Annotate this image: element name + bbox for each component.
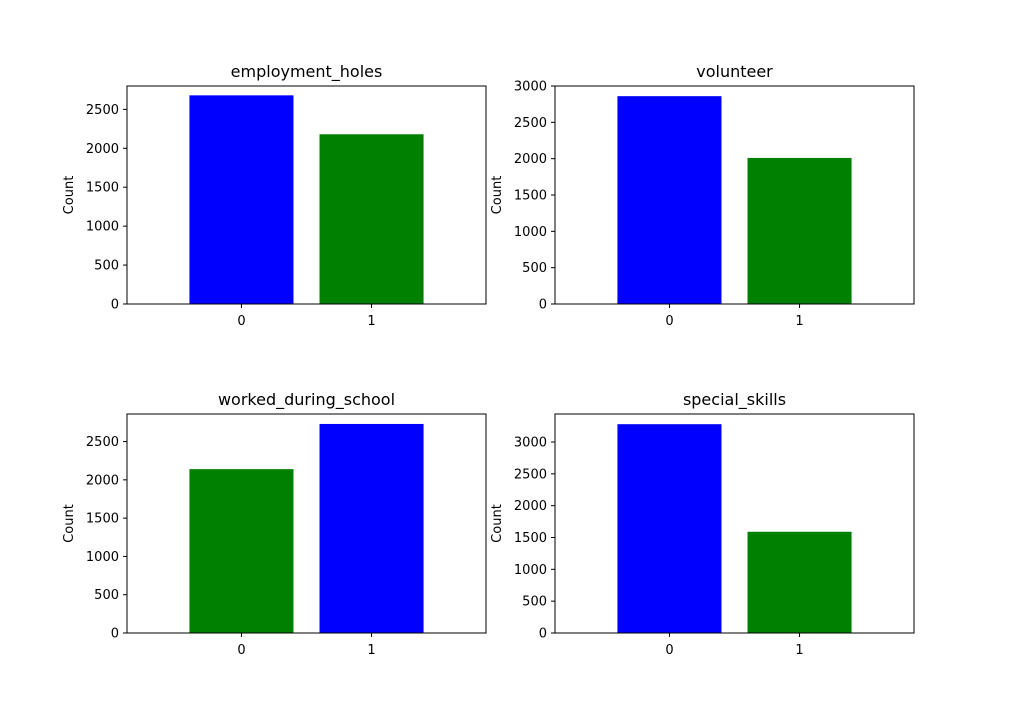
y-tick-label: 1000 bbox=[86, 550, 119, 565]
plot-frame bbox=[126, 413, 487, 634]
y-tick-label: 2000 bbox=[514, 499, 547, 514]
bar-0 bbox=[617, 424, 722, 633]
bar-1 bbox=[747, 531, 852, 633]
y-axis-label: Count bbox=[490, 176, 505, 215]
y-tick-label: 3000 bbox=[514, 436, 547, 451]
y-tick-label: 1500 bbox=[514, 189, 547, 204]
y-tick-label: 0 bbox=[539, 627, 547, 642]
y-tick-label: 2500 bbox=[86, 103, 119, 118]
y-tick-label: 3000 bbox=[514, 80, 547, 95]
y-tick-label: 500 bbox=[522, 261, 547, 276]
y-tick-label: 2000 bbox=[86, 473, 119, 488]
plot-frame bbox=[126, 85, 487, 305]
chart-title: worked_during_school bbox=[218, 390, 395, 410]
chart-panel-volunteer: 0 500 1000 1500 2000 2500 3000 0 1 volunteer Count bbox=[490, 62, 915, 329]
bar-1 bbox=[747, 157, 852, 304]
plot-frame bbox=[554, 85, 915, 305]
y-tick-label: 1500 bbox=[514, 531, 547, 546]
bar-0 bbox=[189, 469, 294, 633]
y-tick-label: 2500 bbox=[514, 467, 547, 482]
x-tick-label: 1 bbox=[795, 314, 803, 329]
y-tick-label: 1000 bbox=[514, 225, 547, 240]
chart-title: employment_holes bbox=[231, 62, 383, 82]
y-tick-label: 1500 bbox=[86, 512, 119, 527]
bar-0 bbox=[617, 96, 722, 304]
y-tick-label: 500 bbox=[94, 259, 119, 274]
x-tick-label: 0 bbox=[665, 643, 673, 658]
y-tick-label: 1000 bbox=[514, 563, 547, 578]
x-tick-label: 1 bbox=[367, 643, 375, 658]
plot-frame bbox=[554, 413, 915, 634]
y-axis-label: Count bbox=[62, 504, 77, 543]
y-tick-label: 2500 bbox=[86, 435, 119, 450]
y-tick-label: 1000 bbox=[86, 220, 119, 235]
chart-panel-employment_holes: 0 500 1000 1500 2000 2500 0 1 employment_holes Co… bbox=[62, 62, 487, 329]
x-tick-label: 0 bbox=[237, 314, 245, 329]
x-tick-label: 0 bbox=[665, 314, 673, 329]
y-tick-label: 0 bbox=[539, 298, 547, 313]
bar-1 bbox=[319, 423, 424, 633]
y-tick-label: 0 bbox=[111, 298, 119, 313]
y-axis-label: Count bbox=[490, 504, 505, 543]
chart-panel-worked_during_school: 0 500 1000 1500 2000 2500 0 1 worked_during_scho… bbox=[62, 390, 487, 658]
y-axis-label: Count bbox=[62, 176, 77, 215]
y-tick-label: 500 bbox=[522, 595, 547, 610]
x-tick-label: 0 bbox=[237, 643, 245, 658]
y-tick-label: 2000 bbox=[514, 152, 547, 167]
y-tick-label: 500 bbox=[94, 588, 119, 603]
x-tick-label: 1 bbox=[795, 643, 803, 658]
x-tick-label: 1 bbox=[367, 314, 375, 329]
chart-title: special_skills bbox=[683, 390, 786, 410]
y-tick-label: 1500 bbox=[86, 181, 119, 196]
y-tick-label: 2000 bbox=[86, 142, 119, 157]
y-tick-label: 2500 bbox=[514, 116, 547, 131]
chart-title: volunteer bbox=[696, 62, 773, 81]
chart-panel-special_skills: 0 500 1000 1500 2000 2500 3000 0 1 special_skills… bbox=[490, 390, 915, 658]
bar-1 bbox=[319, 134, 424, 304]
bar-0 bbox=[189, 95, 294, 304]
y-tick-label: 0 bbox=[111, 627, 119, 642]
